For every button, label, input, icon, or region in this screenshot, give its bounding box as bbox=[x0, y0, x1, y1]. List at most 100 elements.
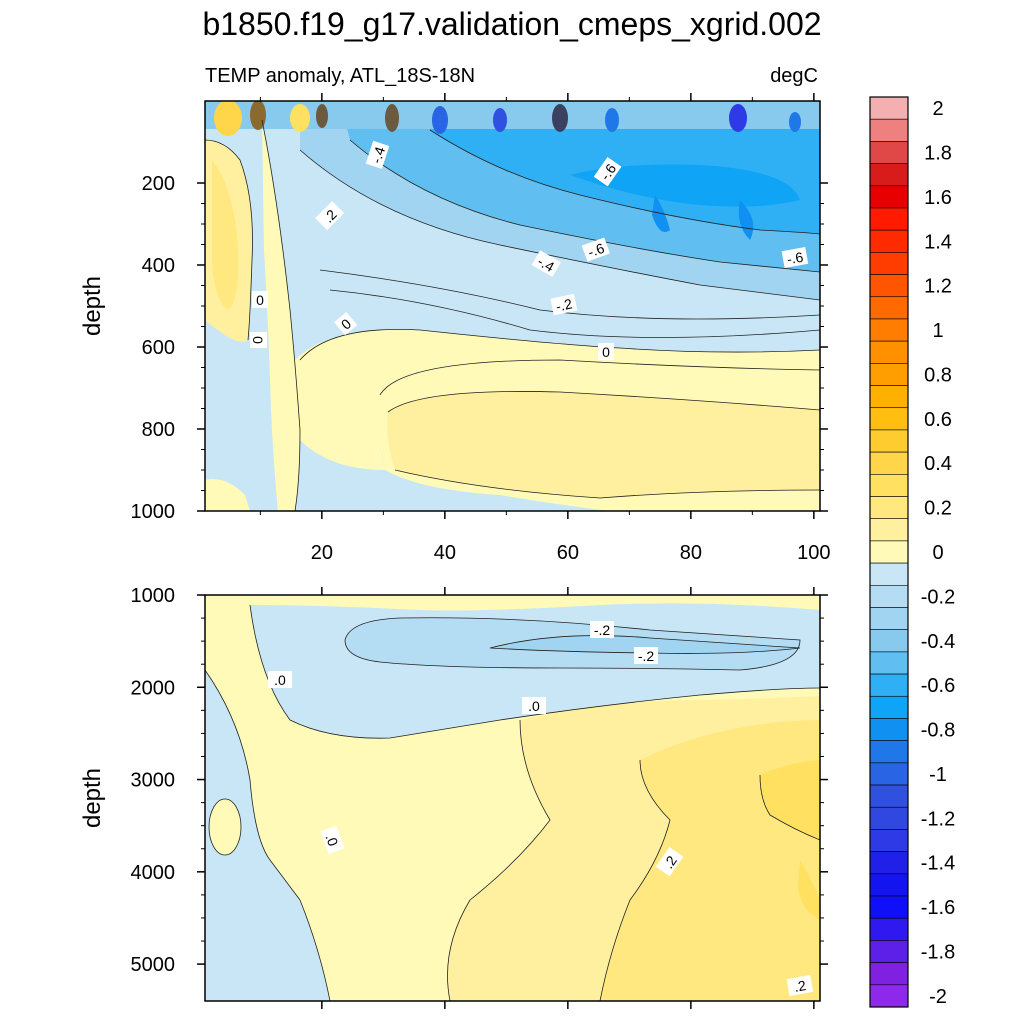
upper-clabel-10: 0 bbox=[334, 311, 358, 336]
colorbar-swatch-26 bbox=[869, 673, 909, 697]
upper-surface-dark-4 bbox=[552, 104, 568, 132]
lower-contour-p2 bbox=[599, 759, 671, 1001]
colorbar-label-16: 0.4 bbox=[924, 453, 952, 475]
colorbar-swatch-14 bbox=[869, 407, 909, 431]
colorbar-swatch-24 bbox=[869, 629, 909, 653]
upper-surface-blue-2 bbox=[493, 108, 507, 132]
colorbar-swatch-34 bbox=[869, 851, 909, 875]
colorbar-label-6: 1.4 bbox=[924, 231, 952, 253]
svg-text:0: 0 bbox=[602, 344, 610, 360]
colorbar-swatch-21 bbox=[869, 562, 909, 586]
upper-contour-zero-b bbox=[379, 359, 820, 396]
svg-text:-.6: -.6 bbox=[786, 249, 805, 268]
lower-frame bbox=[204, 594, 821, 1002]
upper-xtick-label-1: 40 bbox=[434, 542, 456, 564]
upper-surface-warm-1 bbox=[214, 101, 242, 136]
lower-warm-3 bbox=[760, 760, 820, 840]
colorbar-swatch-39 bbox=[869, 962, 909, 986]
colorbar-swatch-15 bbox=[869, 429, 909, 453]
colorbar: 2 1.8 1.6 1.4 1.2 1 0.8 0.6 0.4 0.2 0 -0.2 -0.4 -0.6 -… bbox=[869, 96, 955, 1008]
lower-panel: -.2 -.2 .0 .0 .0 .2 .2 depth 1000 2000 300… bbox=[79, 585, 828, 1009]
upper-warm-left-core bbox=[212, 160, 239, 310]
lower-clabel-1: -.2 bbox=[590, 621, 614, 638]
upper-panel: -.4 -.6 .2 -.6 -.4 -.6 -.2 0 0 0 0 depth… bbox=[79, 93, 831, 564]
upper-contour-deep-b bbox=[394, 469, 820, 499]
svg-text:0: 0 bbox=[256, 292, 264, 308]
colorbar-label-24: -0.4 bbox=[921, 631, 955, 653]
upper-contour-m6 bbox=[429, 129, 820, 235]
upper-ytick-label-2: 600 bbox=[142, 337, 175, 359]
lower-clabel-7: .2 bbox=[786, 975, 814, 996]
lower-ytick-label-3: 4000 bbox=[131, 862, 176, 884]
upper-surface-blue-4 bbox=[729, 104, 747, 132]
upper-ytick-label-3: 800 bbox=[142, 419, 175, 441]
lower-x-axis bbox=[321, 587, 815, 1009]
colorbar-swatch-8 bbox=[869, 274, 909, 298]
upper-surface-blue-1 bbox=[432, 106, 448, 134]
lower-contour-island bbox=[208, 798, 242, 856]
upper-contour-labels: -.4 -.6 .2 -.6 -.4 -.6 -.2 0 0 0 0 bbox=[250, 140, 809, 360]
svg-text:-.6: -.6 bbox=[597, 161, 620, 184]
colorbar-label-0: 2 bbox=[932, 98, 943, 120]
colorbar-swatch-17 bbox=[869, 474, 909, 497]
lower-clabel-6: .2 bbox=[655, 847, 684, 877]
colorbar-label-12: 0.8 bbox=[924, 364, 952, 386]
colorbar-frame bbox=[869, 96, 909, 1008]
colorbar-swatch-31 bbox=[869, 784, 909, 808]
colorbar-swatch-28 bbox=[869, 718, 909, 741]
upper-y-axis: 200 400 600 800 1000 bbox=[131, 173, 828, 523]
upper-clabel-2: -.6 bbox=[593, 157, 622, 187]
upper-x-axis: 20 40 60 80 100 bbox=[259, 93, 831, 564]
svg-text:-.4: -.4 bbox=[535, 253, 557, 275]
upper-surface-blue-5 bbox=[789, 112, 801, 132]
svg-text:-.4: -.4 bbox=[368, 145, 388, 166]
colorbar-swatch-20 bbox=[869, 540, 909, 564]
upper-ytick-label-4: 1000 bbox=[131, 501, 176, 523]
colorbar-swatch-29 bbox=[869, 740, 909, 764]
upper-ylabel: depth bbox=[79, 276, 106, 336]
colorbar-swatch-33 bbox=[869, 829, 909, 852]
lower-ylabel: depth bbox=[79, 768, 106, 828]
svg-text:-.2: -.2 bbox=[554, 295, 574, 314]
lower-clabel-2: -.2 bbox=[634, 647, 658, 664]
upper-cold-core-c bbox=[738, 200, 754, 240]
colorbar-label-8: 1.2 bbox=[924, 276, 952, 298]
upper-contour-m4 bbox=[349, 139, 820, 273]
lower-y-axis: 1000 2000 3000 4000 5000 bbox=[131, 585, 828, 976]
lower-contour-labels: -.2 -.2 .0 .0 .0 .2 .2 bbox=[268, 621, 814, 996]
upper-clabel-9: 0 bbox=[250, 332, 267, 348]
colorbar-label-18: 0.2 bbox=[924, 498, 952, 520]
upper-warm-deep-inner bbox=[387, 391, 820, 498]
upper-contour-band-a bbox=[329, 289, 820, 338]
lower-ytick-label-0: 1000 bbox=[131, 585, 176, 607]
upper-clabel-4: -.6 bbox=[581, 237, 611, 262]
colorbar-swatch-23 bbox=[869, 607, 909, 630]
lower-warm-4 bbox=[798, 860, 820, 920]
lower-clabel-3: .0 bbox=[268, 671, 292, 688]
svg-text:-.6: -.6 bbox=[586, 240, 607, 261]
upper-clabel-5: -.4 bbox=[531, 250, 561, 277]
svg-text:.0: .0 bbox=[274, 672, 286, 688]
colorbar-swatch-4 bbox=[869, 185, 909, 209]
upper-clabel-3: .2 bbox=[315, 201, 345, 231]
colorbar-swatch-1 bbox=[869, 118, 909, 142]
colorbar-label-26: -0.6 bbox=[921, 675, 955, 697]
colorbar-label-36: -1.6 bbox=[921, 897, 955, 919]
upper-clabel-8: 0 bbox=[252, 291, 268, 308]
colorbar-label-32: -1.2 bbox=[921, 808, 955, 830]
upper-surface-warm-2 bbox=[290, 104, 310, 132]
upper-contour-m2 bbox=[299, 149, 820, 301]
lower-cold-left bbox=[205, 670, 330, 1001]
lower-contour-left bbox=[205, 669, 331, 1001]
upper-contour-band-b bbox=[319, 269, 820, 320]
lower-cold-core-inner bbox=[490, 635, 800, 654]
colorbar-swatch-35 bbox=[869, 873, 909, 897]
lower-field bbox=[205, 595, 820, 1001]
upper-xtick-label-0: 20 bbox=[311, 542, 333, 564]
lower-ytick-label-1: 2000 bbox=[131, 677, 176, 699]
upper-clabel-7: -.2 bbox=[550, 293, 578, 316]
upper-xtick-label-4: 100 bbox=[797, 542, 830, 564]
lower-ytick-label-4: 5000 bbox=[131, 954, 176, 976]
colorbar-swatch-7 bbox=[869, 252, 909, 275]
